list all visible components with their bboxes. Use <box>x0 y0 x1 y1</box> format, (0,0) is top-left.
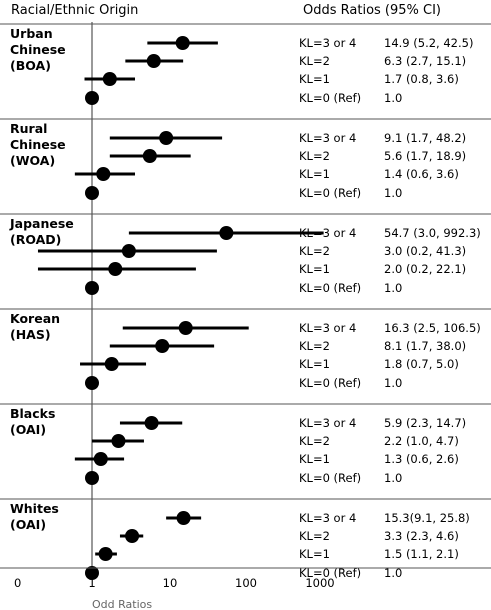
odds-ratio-point <box>178 321 193 335</box>
odds-ratio-value: 1.0 <box>384 471 402 485</box>
odds-ratio-point <box>144 416 159 430</box>
odds-ratio-value: 2.0 (0.2, 22.1) <box>384 262 466 276</box>
x-tick-label: 100 <box>235 576 257 590</box>
odds-ratio-point <box>98 547 113 561</box>
group-label: (OAI) <box>10 517 46 532</box>
row-label: KL=2 <box>299 244 330 258</box>
row-label: KL=3 or 4 <box>299 131 356 145</box>
odds-ratio-value: 2.2 (1.0, 4.7) <box>384 434 459 448</box>
row-label: KL=0 (Ref) <box>299 376 361 390</box>
odds-ratio-point <box>121 244 136 258</box>
row-label: KL=0 (Ref) <box>299 186 361 200</box>
x-tick-label: 1000 <box>305 576 334 590</box>
row-label: KL=0 (Ref) <box>299 566 361 580</box>
odds-ratio-point <box>85 471 99 485</box>
left-column-header: Racial/Ethnic Origin <box>11 3 138 18</box>
row-label: KL=1 <box>299 547 330 561</box>
odds-ratio-point <box>176 511 191 525</box>
odds-ratio-value: 6.3 (2.7, 15.1) <box>384 54 466 68</box>
odds-ratio-value: 5.9 (2.3, 14.7) <box>384 416 466 430</box>
row-label: KL=1 <box>299 357 330 371</box>
odds-ratio-point <box>175 36 190 50</box>
x-axis-title: Odd Ratios <box>92 598 152 610</box>
group-label: Rural <box>10 121 47 136</box>
row-label: KL=0 (Ref) <box>299 91 361 105</box>
row-label: KL=2 <box>299 339 330 353</box>
odds-ratio-point <box>146 54 161 68</box>
row-label: KL=1 <box>299 72 330 86</box>
group-label: (ROAD) <box>10 232 61 247</box>
odds-ratio-value: 1.5 (1.1, 2.1) <box>384 547 459 561</box>
odds-ratio-point <box>104 357 119 371</box>
odds-ratio-value: 1.0 <box>384 281 402 295</box>
odds-ratio-point <box>96 167 111 181</box>
group-label: Chinese <box>10 42 66 57</box>
x-tick-label: 10 <box>163 576 178 590</box>
right-column-header: Odds Ratios (95% CI) <box>303 3 441 18</box>
odds-ratio-point <box>219 226 234 240</box>
row-label: KL=2 <box>299 149 330 163</box>
row-label: KL=0 (Ref) <box>299 281 361 295</box>
odds-ratio-point <box>125 529 140 543</box>
group-label: (HAS) <box>10 327 51 342</box>
odds-ratio-point <box>85 376 99 390</box>
group-label: Blacks <box>10 406 55 421</box>
odds-ratio-point <box>102 72 117 86</box>
row-label: KL=1 <box>299 452 330 466</box>
group-label: Chinese <box>10 137 66 152</box>
odds-ratio-value: 1.7 (0.8, 3.6) <box>384 72 459 86</box>
row-label: KL=2 <box>299 529 330 543</box>
odds-ratio-point <box>85 566 99 580</box>
odds-ratio-value: 1.0 <box>384 376 402 390</box>
x-tick-label: 1 <box>88 576 95 590</box>
row-label: KL=1 <box>299 262 330 276</box>
odds-ratio-point <box>85 186 99 200</box>
odds-ratio-point <box>108 262 123 276</box>
group-label: Whites <box>10 501 59 516</box>
group-label: Japanese <box>9 216 74 231</box>
group-label: (WOA) <box>10 153 55 168</box>
odds-ratio-point <box>85 281 99 295</box>
odds-ratio-value: 9.1 (1.7, 48.2) <box>384 131 466 145</box>
odds-ratio-value: 1.0 <box>384 566 402 580</box>
odds-ratio-point <box>142 149 157 163</box>
row-label: KL=1 <box>299 167 330 181</box>
row-label: KL=3 or 4 <box>299 36 356 50</box>
odds-ratio-value: 1.4 (0.6, 3.6) <box>384 167 459 181</box>
odds-ratio-point <box>93 452 108 466</box>
odds-ratio-value: 3.3 (2.3, 4.6) <box>384 529 459 543</box>
group-label: Korean <box>10 311 60 326</box>
row-label: KL=3 or 4 <box>299 321 356 335</box>
odds-ratio-value: 1.8 (0.7, 5.0) <box>384 357 459 371</box>
odds-ratio-point <box>111 434 126 448</box>
odds-ratio-point <box>159 131 174 145</box>
row-label: KL=2 <box>299 54 330 68</box>
odds-ratio-value: 15.3(9.1, 25.8) <box>384 511 470 525</box>
group-label: Urban <box>10 26 53 41</box>
x-tick-label: 0 <box>14 576 21 590</box>
row-label: KL=3 or 4 <box>299 511 356 525</box>
odds-ratio-value: 14.9 (5.2, 42.5) <box>384 36 473 50</box>
odds-ratio-value: 3.0 (0.2, 41.3) <box>384 244 466 258</box>
odds-ratio-value: 1.3 (0.6, 2.6) <box>384 452 459 466</box>
odds-ratio-value: 1.0 <box>384 91 402 105</box>
odds-ratio-value: 16.3 (2.5, 106.5) <box>384 321 481 335</box>
group-label: (BOA) <box>10 58 51 73</box>
row-label: KL=2 <box>299 434 330 448</box>
group-label: (OAI) <box>10 422 46 437</box>
row-label: KL=0 (Ref) <box>299 471 361 485</box>
row-label: KL=3 or 4 <box>299 416 356 430</box>
row-label: KL=3 or 4 <box>299 226 356 240</box>
odds-ratio-point <box>85 91 99 105</box>
odds-ratio-value: 1.0 <box>384 186 402 200</box>
odds-ratio-value: 54.7 (3.0, 992.3) <box>384 226 481 240</box>
odds-ratio-point <box>155 339 170 353</box>
odds-ratio-value: 8.1 (1.7, 38.0) <box>384 339 466 353</box>
odds-ratio-value: 5.6 (1.7, 18.9) <box>384 149 466 163</box>
